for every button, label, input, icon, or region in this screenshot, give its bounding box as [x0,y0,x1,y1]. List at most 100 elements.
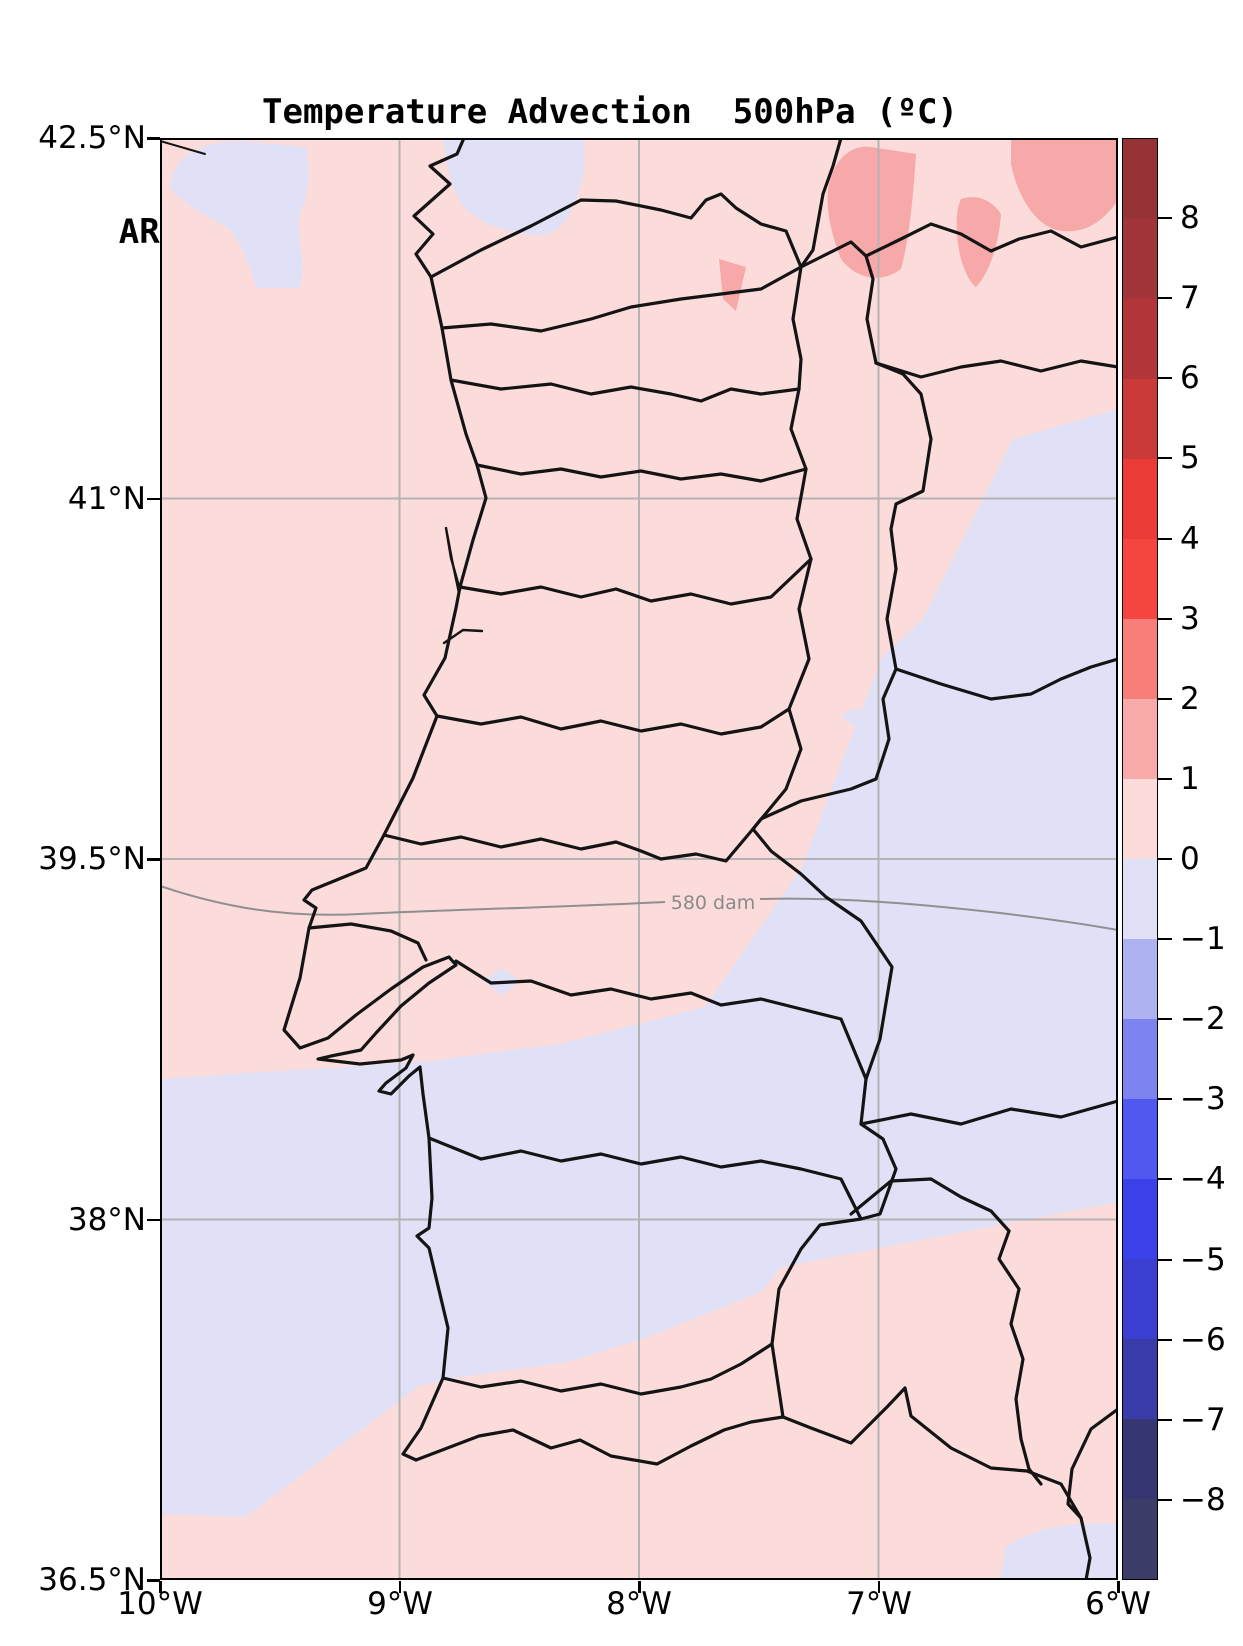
colorbar-tick-label: −2 [1180,1001,1226,1038]
colorbar-tick-label: 8 [1180,200,1200,237]
colorbar-segment [1123,1259,1157,1339]
district-line-santarem-evora [454,959,868,1081]
colorbar-tick-label: 5 [1180,440,1200,477]
colorbar-segment [1123,779,1157,859]
colorbar-tick [1158,777,1172,780]
x-axis-tick [638,1581,641,1593]
colorbar-segment [1123,219,1157,299]
map-canvas: 580 dam [158,136,1120,1582]
graticule [160,138,1118,1580]
province-line-caceres-badajoz [859,1099,1120,1126]
x-axis-tick [877,1581,880,1593]
colorbar-tick-label: −5 [1180,1241,1226,1278]
colorbar-segment [1123,1179,1157,1259]
colorbar-tick-label: −1 [1180,921,1226,958]
colorbar-segment [1123,539,1157,619]
y-axis-label-41n: 41°N [67,481,146,517]
colorbar-tick [1158,1418,1172,1421]
colorbar-tick [1158,537,1172,540]
colorbar-tick [1158,617,1172,620]
colorbar-tick-label: 7 [1180,280,1200,317]
y-axis-tick [147,858,160,861]
colorbar-tick [1158,1338,1172,1341]
province-line-ne [864,222,1120,258]
colorbar-tick [1158,217,1172,220]
province-line-se-corner [1066,1407,1120,1520]
colorbar-segment [1123,859,1157,939]
colorbar-tick-label: −3 [1180,1081,1226,1118]
colorbar-tick [1158,938,1172,941]
y-axis-label-42-5n: 42.5°N [38,120,146,156]
colorbar-segment [1123,1339,1157,1419]
province-line-zamora-salamanca [874,359,1120,379]
district-line-coimbra-leiria [435,707,791,736]
y-axis-tick [147,1579,160,1582]
colorbar-tick-label: 2 [1180,680,1200,717]
colorbar-segment [1123,1499,1157,1579]
colorbar-segment [1123,299,1157,379]
y-axis-tick [147,497,160,500]
province-line-salamanca-caceres [894,657,1120,701]
y-axis-label-38n: 38°N [67,1202,146,1238]
colorbar-tick [1158,858,1172,860]
colorbar-tick-label: −6 [1180,1321,1226,1358]
contour-label-580dam: 580 dam [671,892,756,914]
colorbar-segment [1123,1019,1157,1099]
colorbar-segment [1123,699,1157,779]
colorbar-tick [1158,1498,1172,1501]
colorbar-segment [1123,379,1157,459]
district-line-lisboa-santarem [307,922,428,962]
country-border [429,192,933,1419]
district-line-aveiro-coimbra [458,557,813,606]
district-line-braga-porto [449,378,801,403]
coastline [282,136,1092,1582]
y-axis-tick [147,1218,160,1221]
y-axis-label-36-5n: 36.5°N [38,1562,146,1598]
colorbar-tick [1158,457,1172,460]
province-line-badajoz-huelva [849,1177,1011,1233]
district-line-santarem-cbranco [659,827,755,863]
x-axis-tick [398,1581,401,1593]
x-axis-tick [1117,1581,1120,1593]
colorbar-segment [1123,1419,1157,1499]
district-line-beja-algarve [441,1342,774,1396]
colorbar-segment [1123,1099,1157,1179]
plot-title: Temperature Advection 500hPa (ºC) [262,92,958,132]
admin-boundaries [159,136,1120,1582]
colorbar-tick-label: −8 [1180,1481,1226,1518]
colorbar-tick [1158,377,1172,380]
geopotential-contour-580 [159,885,1119,931]
colorbar-tick [1158,1178,1172,1181]
colorbar-tick-label: −7 [1180,1401,1226,1438]
y-axis-tick [147,137,160,140]
district-line-east-ns [751,265,813,831]
map-area: 580 dam [158,136,1120,1582]
colorbar-tick-label: 6 [1180,360,1200,397]
colorbar-segment [1123,459,1157,539]
colorbar-tick-label: 1 [1180,760,1200,797]
colorbar-tick [1158,1258,1172,1261]
province-line-huelva-sevilla [997,1229,1043,1486]
colorbar-segment [1123,139,1157,219]
district-line-viana-braga [440,265,803,333]
district-line-evora-beja [427,1136,863,1221]
y-axis-label-39-5n: 39.5°N [38,841,146,877]
coast-corner-fragment [159,140,206,155]
x-axis-tick [159,1581,162,1593]
colorbar-tick-label: 0 [1180,841,1200,877]
colorbar-tick [1158,1098,1172,1101]
colorbar-tick [1158,697,1172,700]
colorbar-tick [1158,297,1172,300]
colorbar-tick [1158,1018,1172,1021]
fill-regions-1-2 [719,138,1118,311]
colorbar-tick-label: 4 [1180,520,1200,557]
colorbar-segment [1123,619,1157,699]
district-line-leiria-santarem [382,833,663,861]
colorbar-tick-label: 3 [1180,600,1200,637]
province-line-galicia-top [799,136,843,269]
district-line-porto-aveiro [475,463,808,483]
colorbar [1122,138,1158,1580]
colorbar-segment [1123,939,1157,1019]
colorbar-tick-label: −4 [1180,1161,1226,1198]
